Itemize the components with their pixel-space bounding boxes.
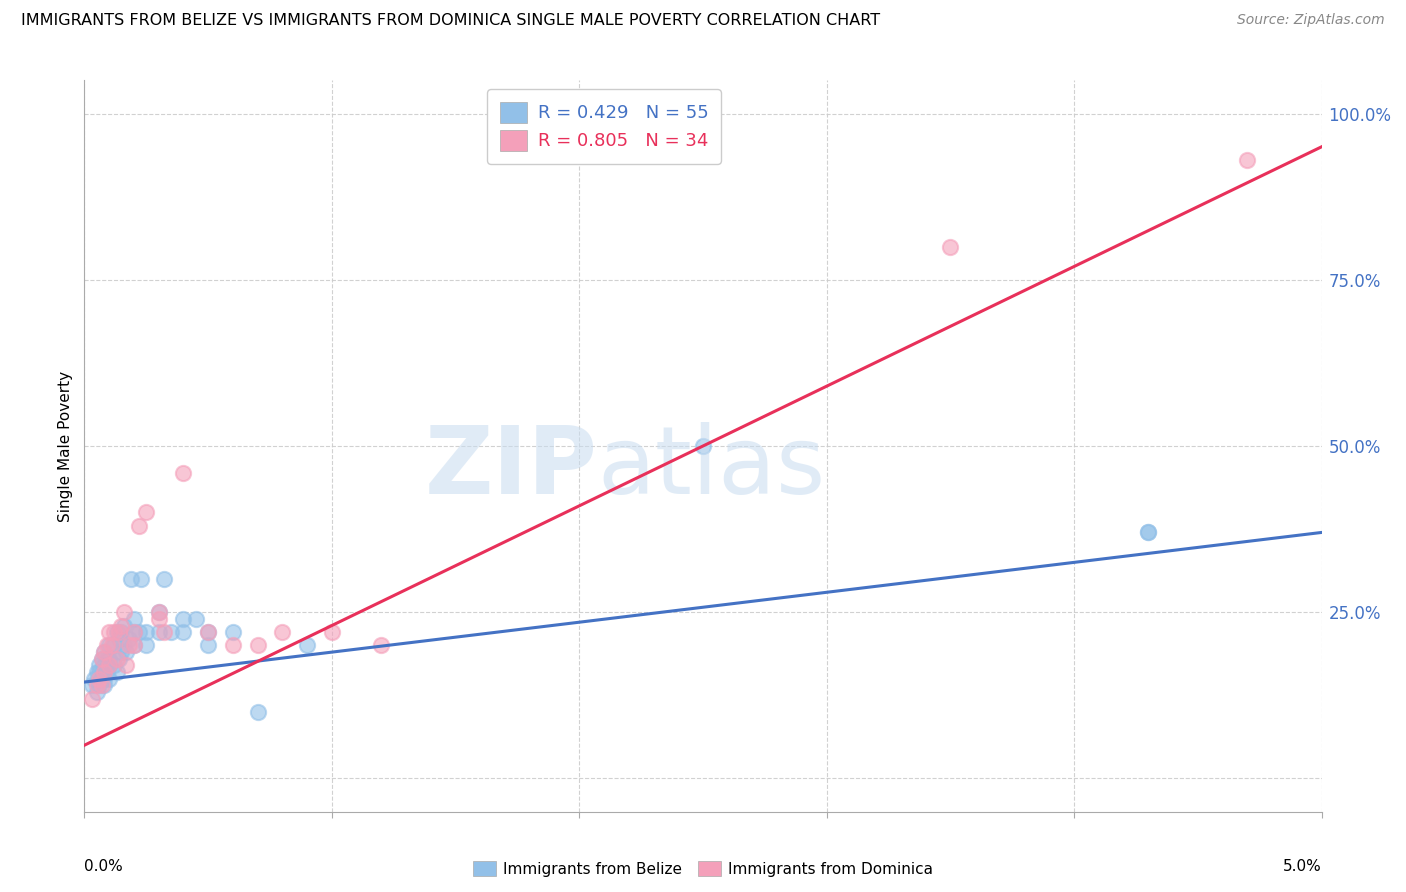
Point <box>96 665 118 679</box>
Point <box>105 652 128 666</box>
Point <box>80 691 103 706</box>
Point <box>115 645 138 659</box>
Text: IMMIGRANTS FROM BELIZE VS IMMIGRANTS FROM DOMINICA SINGLE MALE POVERTY CORRELATI: IMMIGRANTS FROM BELIZE VS IMMIGRANTS FRO… <box>21 13 880 29</box>
Point <box>108 632 131 646</box>
Text: 5.0%: 5.0% <box>1282 859 1322 874</box>
Point <box>90 672 112 686</box>
Point <box>80 678 103 692</box>
Point <box>105 625 128 640</box>
Point <box>90 678 112 692</box>
Point <box>122 639 145 653</box>
Point <box>93 672 115 686</box>
Text: 0.0%: 0.0% <box>84 859 124 874</box>
Point <box>135 639 157 653</box>
Point <box>93 645 115 659</box>
Point <box>118 632 141 646</box>
Point <box>122 612 145 626</box>
Point <box>86 678 108 692</box>
Point <box>197 625 219 640</box>
Point <box>135 506 157 520</box>
Point <box>108 625 131 640</box>
Point <box>112 605 135 619</box>
Point <box>83 672 105 686</box>
Point <box>135 625 157 640</box>
Point <box>246 705 269 719</box>
Point <box>98 652 121 666</box>
Point <box>110 618 132 632</box>
Point <box>246 639 269 653</box>
Point <box>692 439 714 453</box>
Point <box>89 678 111 692</box>
Point <box>148 605 170 619</box>
Point <box>148 612 170 626</box>
Point <box>148 605 170 619</box>
Point <box>108 652 131 666</box>
Point <box>90 665 112 679</box>
Point <box>86 685 108 699</box>
Point <box>120 572 142 586</box>
Point <box>128 518 150 533</box>
Legend: Immigrants from Belize, Immigrants from Dominica: Immigrants from Belize, Immigrants from … <box>465 853 941 884</box>
Point <box>172 612 194 626</box>
Point <box>110 625 132 640</box>
Point <box>98 672 121 686</box>
Point <box>184 612 207 626</box>
Point <box>103 639 125 653</box>
Point <box>112 639 135 653</box>
Point <box>118 639 141 653</box>
Point <box>128 625 150 640</box>
Point <box>129 572 152 586</box>
Point <box>105 665 128 679</box>
Point <box>98 658 121 673</box>
Point <box>152 572 174 586</box>
Point <box>96 652 118 666</box>
Point <box>172 625 194 640</box>
Point <box>122 625 145 640</box>
Point <box>939 239 962 253</box>
Text: ZIP: ZIP <box>425 422 598 514</box>
Point <box>93 665 115 679</box>
Point <box>93 678 115 692</box>
Text: atlas: atlas <box>598 422 827 514</box>
Point <box>271 625 294 640</box>
Point <box>152 625 174 640</box>
Point <box>1137 525 1160 540</box>
Point <box>172 466 194 480</box>
Point <box>370 639 392 653</box>
Point <box>103 658 125 673</box>
Point <box>100 639 122 653</box>
Point <box>98 625 121 640</box>
Legend: R = 0.429   N = 55, R = 0.805   N = 34: R = 0.429 N = 55, R = 0.805 N = 34 <box>486 89 721 163</box>
Point <box>112 618 135 632</box>
Point <box>1236 153 1258 167</box>
Point <box>222 639 245 653</box>
Point <box>86 665 108 679</box>
Point <box>89 665 111 679</box>
Point <box>122 625 145 640</box>
Point <box>110 645 132 659</box>
Point <box>148 625 170 640</box>
Point <box>197 625 219 640</box>
Point <box>96 639 118 653</box>
Point <box>103 625 125 640</box>
Point <box>89 658 111 673</box>
Point <box>122 639 145 653</box>
Point <box>93 645 115 659</box>
Point <box>98 658 121 673</box>
Point <box>160 625 183 640</box>
Point <box>197 639 219 653</box>
Point <box>295 639 318 653</box>
Point <box>90 652 112 666</box>
Y-axis label: Single Male Poverty: Single Male Poverty <box>58 370 73 522</box>
Point <box>90 652 112 666</box>
Text: Source: ZipAtlas.com: Source: ZipAtlas.com <box>1237 13 1385 28</box>
Point <box>89 672 111 686</box>
Point <box>321 625 343 640</box>
Point <box>1137 525 1160 540</box>
Point <box>93 658 115 673</box>
Point <box>222 625 245 640</box>
Point <box>98 639 121 653</box>
Point <box>115 658 138 673</box>
